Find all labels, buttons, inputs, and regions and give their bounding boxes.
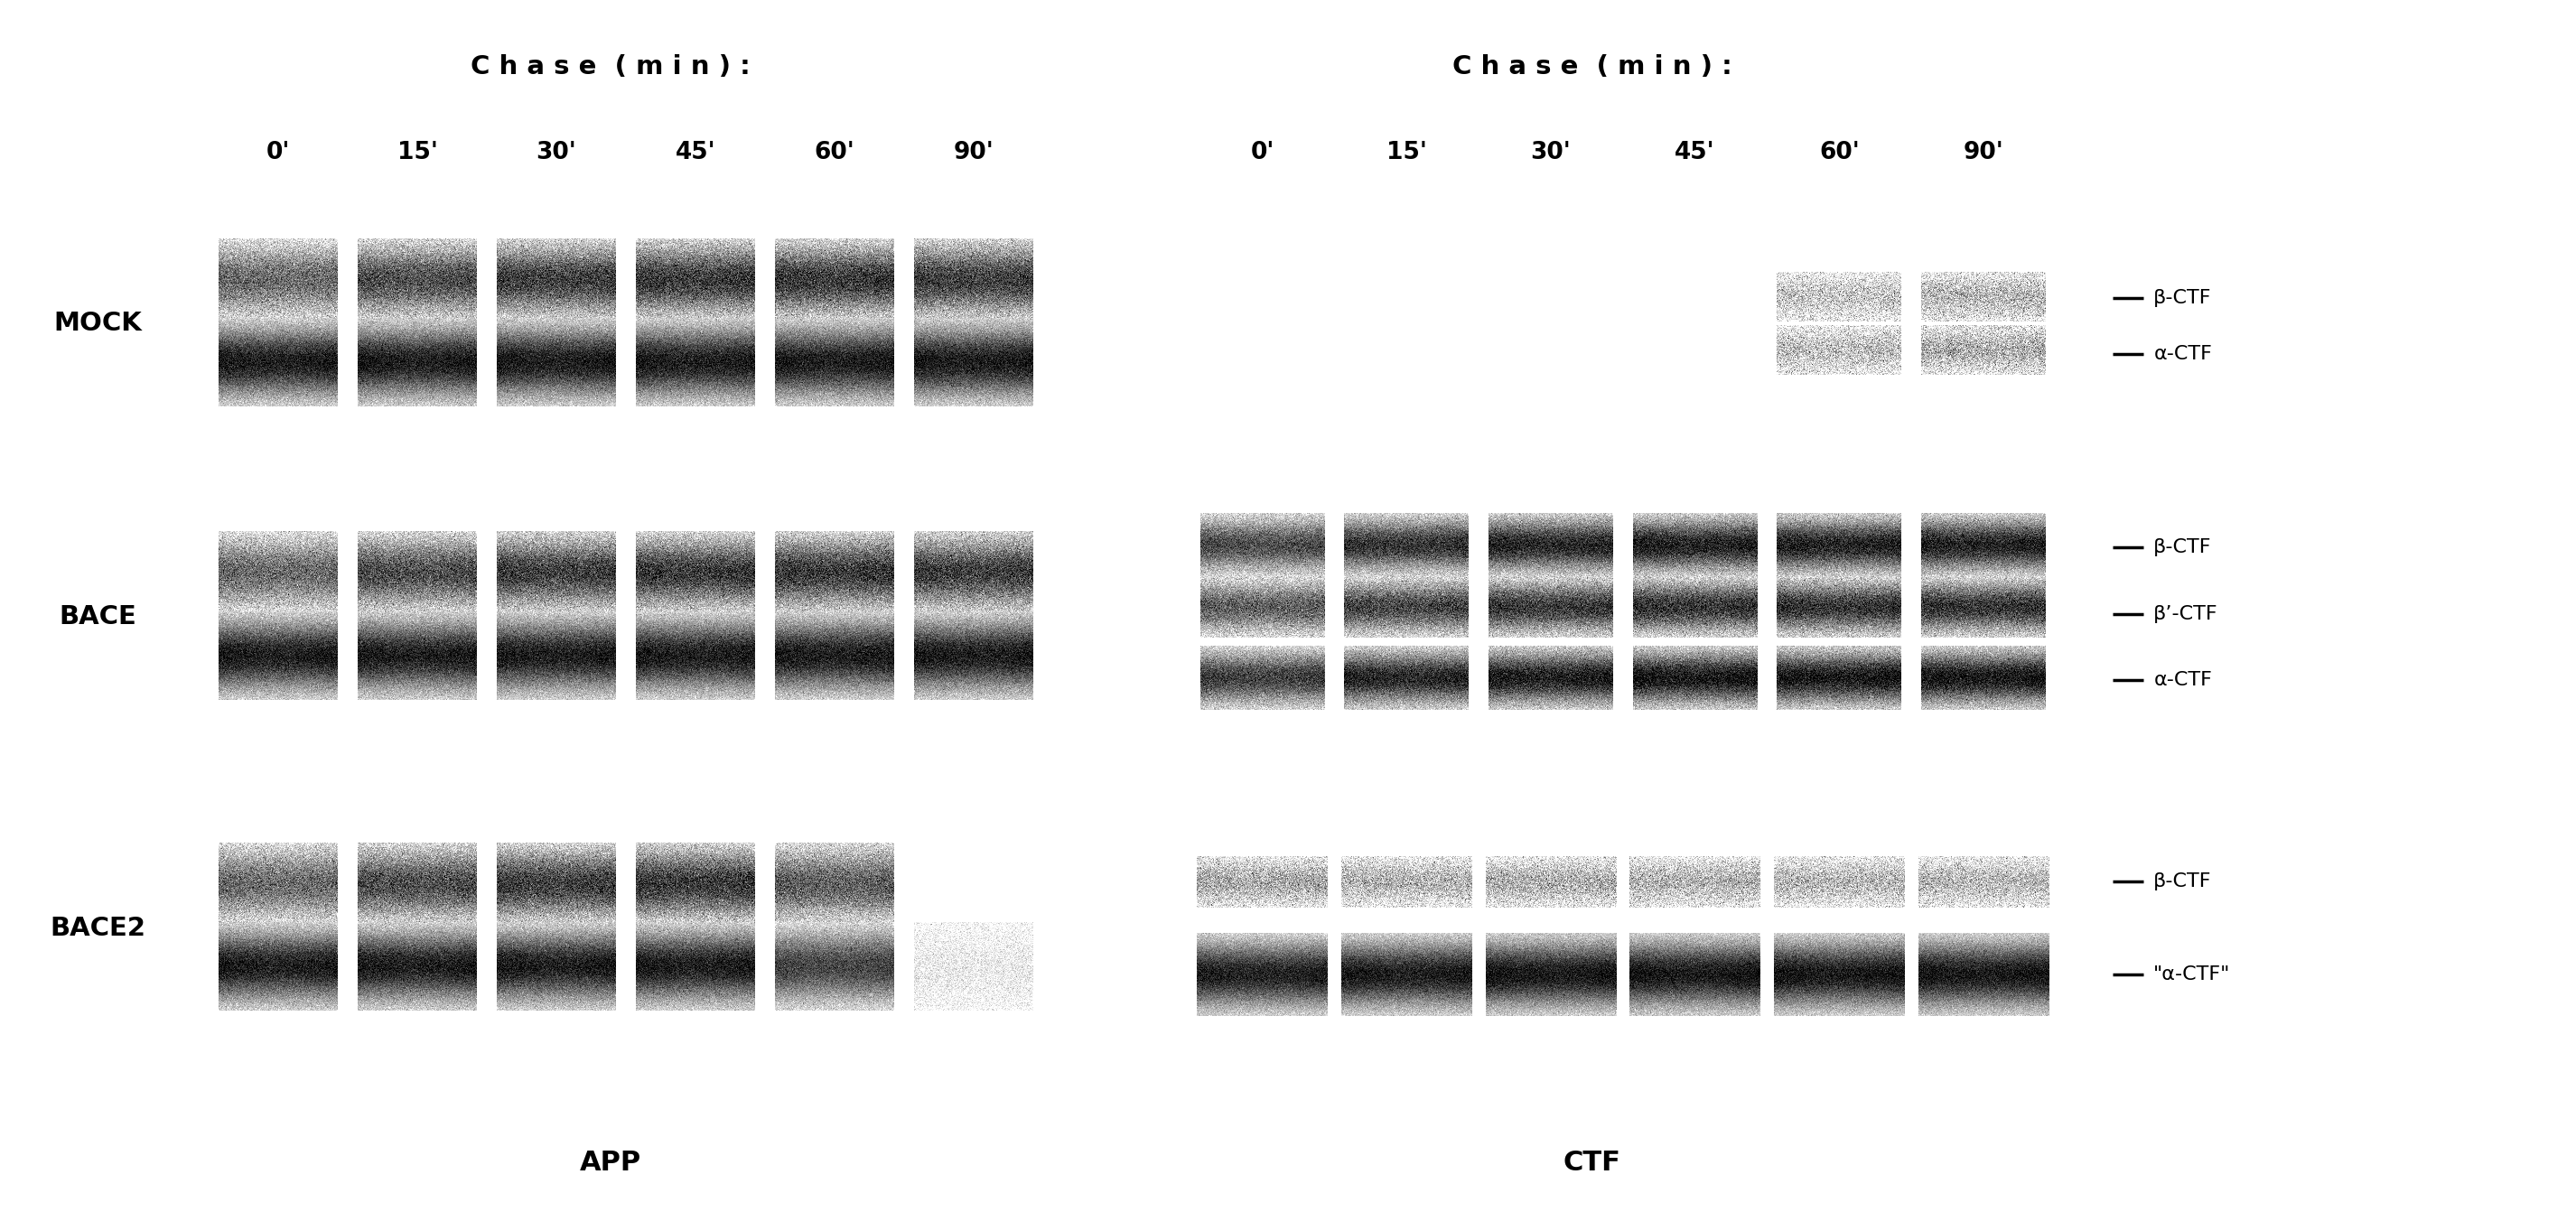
- Text: 15': 15': [1386, 140, 1427, 165]
- Text: BACE: BACE: [59, 604, 137, 629]
- Text: 60': 60': [814, 140, 855, 165]
- Text: C h a s e  ( m i n ) :: C h a s e ( m i n ) :: [1453, 55, 1731, 79]
- Text: C h a s e  ( m i n ) :: C h a s e ( m i n ) :: [471, 55, 750, 79]
- Text: 0': 0': [265, 140, 291, 165]
- Text: β-CTF: β-CTF: [2154, 873, 2213, 890]
- Text: MOCK: MOCK: [54, 311, 142, 336]
- Text: APP: APP: [580, 1149, 641, 1176]
- Text: α-CTF: α-CTF: [2154, 672, 2213, 689]
- Text: 15': 15': [397, 140, 438, 165]
- Text: β’-CTF: β’-CTF: [2154, 606, 2218, 623]
- Text: CTF: CTF: [1564, 1149, 1620, 1176]
- Text: BACE2: BACE2: [49, 916, 147, 940]
- Text: 30': 30': [1530, 140, 1571, 165]
- Text: 90': 90': [953, 140, 994, 165]
- Text: 45': 45': [675, 140, 716, 165]
- Text: α-CTF: α-CTF: [2154, 346, 2213, 363]
- Text: 60': 60': [1819, 140, 1860, 165]
- Text: β-CTF: β-CTF: [2154, 538, 2213, 556]
- Text: β-CTF: β-CTF: [2154, 289, 2213, 306]
- Text: 45': 45': [1674, 140, 1716, 165]
- Text: 90': 90': [1963, 140, 2004, 165]
- Text: 30': 30': [536, 140, 577, 165]
- Text: 0': 0': [1249, 140, 1275, 165]
- Text: "α-CTF": "α-CTF": [2154, 966, 2231, 983]
